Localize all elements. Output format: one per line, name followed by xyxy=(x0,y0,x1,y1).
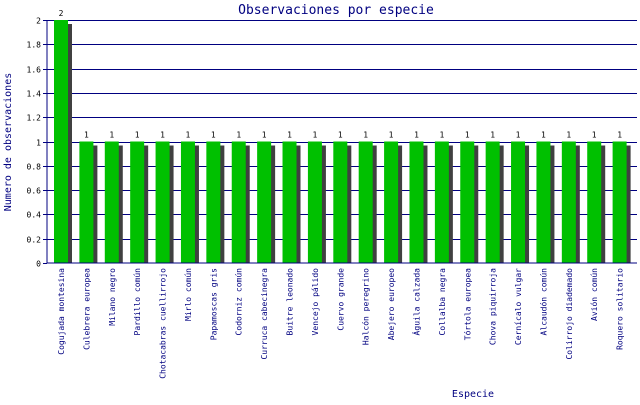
bar-22 xyxy=(612,141,627,263)
bar-4 xyxy=(155,141,170,263)
data-label-10: 1 xyxy=(312,131,317,140)
data-label-2: 1 xyxy=(109,131,114,140)
data-label-12: 1 xyxy=(363,131,368,140)
bar-1 xyxy=(79,141,94,263)
x-tick-label-2: Milano negro xyxy=(108,268,117,326)
chart-title: Observaciones por especie xyxy=(238,3,434,18)
data-label-6: 1 xyxy=(211,131,216,140)
x-tick-label-13: Abejero europeo xyxy=(387,268,396,340)
data-label-5: 1 xyxy=(186,131,191,140)
bar-6 xyxy=(206,141,221,263)
y-tick-label-3: 0.6 xyxy=(27,187,42,196)
y-tick-label-4: 0.8 xyxy=(27,163,42,172)
data-label-14: 1 xyxy=(414,131,419,140)
x-tick-label-22: Roquero solitario xyxy=(616,268,625,350)
data-label-21: 1 xyxy=(592,131,597,140)
data-label-20: 1 xyxy=(566,131,571,140)
x-tick-label-11: Cuervo grande xyxy=(336,268,345,331)
y-axis-ticks: 0 0.2 0.4 0.6 0.8 1 1.2 1.4 1.6 1.8 2 xyxy=(27,17,42,269)
x-tick-label-18: Cernícalo vulgar xyxy=(514,268,523,345)
x-tick-label-5: Mirlo común xyxy=(184,268,193,321)
bar-3 xyxy=(130,141,145,263)
y-axis-title: Numero de observaciones xyxy=(3,73,14,211)
x-tick-label-7: Codorniz común xyxy=(235,268,244,336)
bar-16 xyxy=(460,141,475,263)
data-label-17: 1 xyxy=(490,131,495,140)
data-label-19: 1 xyxy=(541,131,546,140)
y-tick-label-7: 1.4 xyxy=(27,90,42,99)
bar-2 xyxy=(104,141,119,263)
data-label-7: 1 xyxy=(236,131,241,140)
bar-17 xyxy=(485,141,500,263)
data-labels: 2 1 1 1 1 1 1 1 1 1 1 1 1 1 1 1 1 1 1 1 1 1 1 xyxy=(59,9,623,140)
y-tick-label-2: 0.4 xyxy=(27,211,42,220)
x-tick-label-10: Vencejo pálido xyxy=(311,268,320,336)
bar-5 xyxy=(180,141,195,263)
x-tick-label-17: Chova piquirroja xyxy=(489,268,498,345)
x-tick-label-9: Buitre leonado xyxy=(286,268,295,336)
x-axis-title: Especie xyxy=(452,389,494,400)
bar-7 xyxy=(231,141,246,263)
y-tick-label-9: 1.8 xyxy=(27,41,42,50)
x-tick-label-21: Avión común xyxy=(589,268,599,321)
bar-14 xyxy=(409,141,424,263)
data-label-8: 1 xyxy=(262,131,267,140)
x-axis-ticks: Cogujada montesina Culebrera europea Milan… xyxy=(57,268,625,379)
bar-8 xyxy=(257,141,272,263)
x-tick-label-15: Collalba negra xyxy=(438,268,447,336)
x-tick-label-3: Pardillo común xyxy=(133,268,142,336)
bar-20 xyxy=(561,141,576,263)
data-label-15: 1 xyxy=(439,131,444,140)
data-label-11: 1 xyxy=(338,131,343,140)
data-label-9: 1 xyxy=(287,131,292,140)
bar-21 xyxy=(587,141,602,263)
data-label-22: 1 xyxy=(617,131,622,140)
x-tick-label-16: Tórtola europea xyxy=(462,268,472,340)
y-tick-label-5: 1 xyxy=(36,139,41,148)
x-tick-label-8: Curruca cabecinegra xyxy=(260,268,269,360)
x-tick-label-19: Alcaudón común xyxy=(538,268,548,336)
bar-10 xyxy=(307,141,322,263)
bar-13 xyxy=(384,141,399,263)
x-tick-label-1: Culebrera europea xyxy=(82,268,91,350)
bar-18 xyxy=(511,141,526,263)
bar-9 xyxy=(282,141,297,263)
y-tick-label-8: 1.6 xyxy=(27,66,42,75)
data-label-4: 1 xyxy=(160,131,165,140)
data-label-16: 1 xyxy=(465,131,470,140)
x-tick-label-4: Chotacabras cuellirrojo xyxy=(159,268,168,379)
data-label-13: 1 xyxy=(389,131,394,140)
data-label-1: 1 xyxy=(84,131,89,140)
x-tick-label-14: Águila calzada xyxy=(410,268,421,336)
data-label-3: 1 xyxy=(135,131,140,140)
y-tick-label-6: 1.2 xyxy=(27,114,42,123)
data-label-18: 1 xyxy=(516,131,521,140)
bar-0 xyxy=(54,20,68,263)
x-tick-label-0: Cogujada montesina xyxy=(57,268,66,355)
y-tick-label-1: 0.2 xyxy=(27,236,42,245)
bars xyxy=(54,20,631,263)
y-tick-label-0: 0 xyxy=(36,260,41,269)
x-tick-label-20: Colirrojo diademado xyxy=(565,268,574,360)
data-label-0: 2 xyxy=(59,9,64,18)
y-tick-label-10: 2 xyxy=(36,17,41,26)
x-tick-label-6: Papamoscas gris xyxy=(209,268,218,340)
bar-15 xyxy=(434,141,449,263)
x-tick-label-12: Halcón peregrino xyxy=(361,268,371,345)
bar-11 xyxy=(333,141,348,263)
bar-19 xyxy=(536,141,551,263)
bar-12 xyxy=(358,141,373,263)
